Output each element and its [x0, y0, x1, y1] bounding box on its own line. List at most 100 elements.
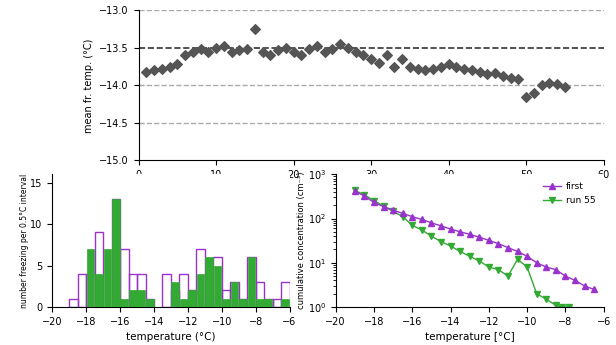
Point [436, 64, 446, 69]
Point [235, 47, 245, 53]
Bar [230, 282, 238, 307]
Point [188, 49, 198, 55]
Bar [171, 282, 179, 307]
Bar [78, 274, 86, 307]
first [562, 274, 569, 278]
first [418, 217, 426, 221]
Point [180, 52, 190, 58]
first [466, 232, 473, 236]
run 55 [558, 305, 565, 309]
Point [242, 47, 252, 52]
Point [320, 49, 330, 55]
Bar [188, 290, 196, 307]
first [389, 208, 397, 212]
first [533, 261, 540, 265]
Point [142, 69, 152, 75]
Point [281, 45, 291, 51]
Point [405, 64, 415, 69]
Bar [95, 274, 103, 307]
Point [490, 70, 500, 76]
Bar [197, 249, 205, 307]
Bar [205, 299, 213, 307]
Point [397, 56, 407, 62]
Point [328, 47, 338, 52]
Bar [197, 274, 205, 307]
Point [537, 82, 546, 88]
run 55 [351, 188, 359, 193]
Bar [87, 249, 94, 307]
Point [521, 94, 531, 99]
Bar [95, 232, 103, 307]
first [361, 194, 368, 198]
Bar [120, 249, 129, 307]
run 55 [485, 265, 493, 269]
run 55 [399, 215, 407, 219]
Bar [188, 290, 197, 307]
Bar [137, 290, 145, 307]
Bar [281, 282, 290, 307]
run 55 [361, 193, 368, 197]
Bar [129, 290, 137, 307]
run 55 [370, 198, 378, 203]
first [524, 254, 531, 258]
run 55 [428, 234, 435, 238]
Point [335, 41, 345, 47]
run 55 [565, 305, 573, 309]
run 55 [456, 249, 464, 254]
Bar [264, 299, 273, 307]
Point [389, 64, 399, 69]
first [476, 235, 483, 239]
Point [250, 26, 260, 32]
Bar [70, 299, 78, 307]
Bar [146, 299, 153, 307]
Point [273, 47, 283, 53]
first [351, 189, 359, 193]
Point [374, 60, 384, 66]
run 55 [552, 303, 559, 307]
first [552, 268, 559, 272]
Point [421, 68, 431, 73]
Point [444, 62, 453, 67]
Bar [239, 299, 247, 307]
Bar [121, 299, 128, 307]
Point [506, 75, 516, 81]
Bar [247, 257, 256, 307]
run 55 [495, 268, 502, 272]
first [447, 227, 454, 231]
Point [343, 45, 353, 51]
Point [359, 52, 368, 58]
X-axis label: temperature (°C): temperature (°C) [126, 332, 216, 342]
X-axis label: run #: run # [356, 186, 386, 196]
Point [413, 66, 423, 72]
Point [157, 66, 167, 72]
Bar [103, 249, 111, 307]
Point [351, 49, 360, 55]
run 55 [380, 204, 387, 208]
run 55 [543, 297, 550, 301]
Point [452, 64, 461, 69]
Line: first: first [352, 188, 597, 292]
first [380, 205, 387, 209]
Point [164, 64, 174, 69]
Bar [264, 299, 272, 307]
Point [467, 68, 477, 73]
Point [428, 66, 438, 72]
Bar [205, 257, 213, 307]
run 55 [447, 244, 454, 248]
Point [529, 90, 539, 96]
run 55 [418, 228, 426, 232]
run 55 [505, 274, 512, 278]
Point [459, 66, 469, 72]
run 55 [514, 257, 521, 262]
Bar [222, 290, 230, 307]
first [428, 221, 435, 225]
Bar [145, 299, 154, 307]
first [408, 215, 416, 219]
first [485, 238, 493, 243]
Bar [86, 274, 95, 307]
first [495, 241, 502, 246]
run 55 [466, 254, 473, 258]
Bar [129, 274, 137, 307]
run 55 [389, 209, 397, 214]
Bar [180, 299, 187, 307]
